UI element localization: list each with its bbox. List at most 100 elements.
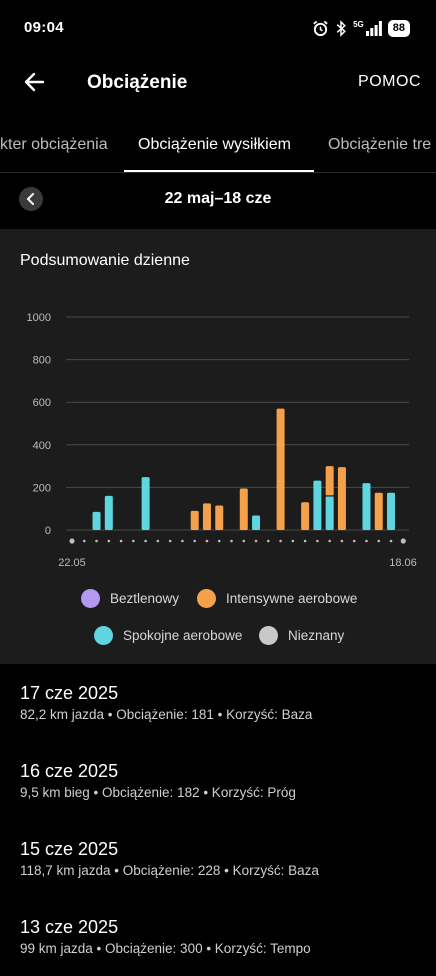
status-time: 09:04 [24, 19, 64, 36]
legend-anaerobic[interactable]: Beztlenowy [81, 589, 179, 608]
bar-high-aerobic [325, 466, 334, 496]
day-marker [168, 539, 172, 543]
arrow-left-icon [24, 72, 45, 92]
day-marker [107, 539, 111, 543]
day-marker [119, 539, 123, 543]
page-title: Obciążenie [87, 72, 188, 93]
tab-bar: kter obciążenia Obciążenie wysiłkiem Obc… [0, 120, 436, 173]
day-marker [267, 539, 270, 543]
legend-unknown-label: Nieznany [288, 628, 345, 643]
day-marker [132, 539, 135, 543]
bar-low-aerobic [92, 511, 101, 530]
y-tick-label: 400 [33, 440, 51, 452]
legend-low-aerobic-dot [94, 626, 113, 645]
legend-unknown[interactable]: Nieznany [259, 626, 344, 645]
day-marker [156, 539, 160, 543]
day-marker [291, 539, 295, 543]
app-bar: Obciążenie POMOC [0, 56, 436, 112]
bar-low-aerobic [387, 492, 396, 530]
legend-low-aerobic-label: Spokojne aerobowe [123, 628, 243, 643]
day-marker [95, 539, 98, 543]
y-tick-label: 600 [33, 397, 51, 409]
day-marker [316, 539, 319, 543]
activity-date: 17 cze 2025 [20, 683, 119, 703]
bar-high-aerobic [276, 408, 285, 530]
bar-high-aerobic [301, 502, 310, 530]
activity-details: 99 km jazda • Obciążenie: 300 • Korzyść:… [20, 941, 311, 956]
day-marker [303, 539, 307, 543]
activity-details: 82,2 km jazda • Obciążenie: 181 • Korzyś… [20, 707, 313, 722]
day-marker [377, 539, 381, 543]
network-type: 5G [353, 19, 364, 29]
legend-anaerobic-dot [81, 589, 100, 608]
axis-endpoint-marker [400, 538, 406, 544]
bar-low-aerobic [325, 495, 334, 530]
bar-low-aerobic [252, 515, 261, 530]
activity-date: 15 cze 2025 [20, 839, 119, 859]
bluetooth-icon [336, 19, 346, 37]
activity-date: 13 cze 2025 [20, 917, 119, 937]
status-icons: 5G 88 [312, 17, 410, 39]
activity-list: 17 cze 2025 82,2 km jazda • Obciążenie: … [0, 664, 436, 976]
previous-period-button[interactable] [19, 187, 43, 211]
y-tick-label: 1000 [27, 312, 51, 324]
back-button[interactable] [14, 62, 54, 102]
battery-icon: 88 [387, 19, 410, 37]
day-marker [340, 539, 344, 543]
bar-high-aerobic [337, 467, 346, 530]
bar-low-aerobic [362, 483, 371, 530]
help-button[interactable]: POMOC [358, 73, 421, 90]
day-marker [328, 539, 331, 543]
axis-endpoint-marker [69, 538, 75, 544]
legend-high-aerobic-dot [197, 589, 216, 608]
list-item[interactable]: 15 cze 2025 118,7 km jazda • Obciążenie:… [0, 820, 436, 898]
day-marker [279, 539, 282, 543]
list-item[interactable]: 17 cze 2025 82,2 km jazda • Obciążenie: … [0, 664, 436, 742]
day-marker [352, 539, 356, 543]
day-marker [217, 539, 221, 543]
date-range: 22 maj–18 cze [164, 190, 272, 207]
bar-high-aerobic [374, 492, 383, 530]
tab-load-focus[interactable]: kter obciążenia [0, 136, 108, 153]
day-marker [193, 539, 196, 543]
list-item[interactable]: 13 cze 2025 99 km jazda • Obciążenie: 30… [0, 898, 436, 976]
bar-low-aerobic [104, 495, 113, 530]
chevron-left-icon [26, 193, 34, 205]
day-marker [242, 539, 246, 543]
bar-high-aerobic [202, 503, 211, 530]
day-marker [230, 539, 233, 543]
y-tick-label: 200 [33, 482, 51, 494]
signal-icon [365, 20, 382, 36]
x-start-label: 22.05 [58, 557, 86, 569]
activity-details: 118,7 km jazda • Obciążenie: 228 • Korzy… [20, 863, 319, 878]
card-title: Podsumowanie dzienne [20, 252, 190, 269]
list-item[interactable]: 16 cze 2025 9,5 km bieg • Obciążenie: 18… [0, 742, 436, 820]
day-marker [82, 539, 86, 543]
bar-high-aerobic [215, 505, 224, 530]
y-tick-label: 0 [45, 525, 51, 537]
activity-date: 16 cze 2025 [20, 761, 119, 781]
day-marker [205, 539, 209, 543]
bar-high-aerobic [239, 488, 248, 530]
tab-training-load[interactable]: Obciążenie tre [328, 136, 432, 153]
legend-anaerobic-label: Beztlenowy [110, 591, 180, 606]
date-navigator: 22 maj–18 cze [0, 172, 436, 228]
active-tab-indicator [124, 170, 314, 172]
day-marker [389, 539, 393, 543]
alarm-icon [313, 20, 328, 36]
bar-low-aerobic [141, 477, 150, 530]
x-end-label: 18.06 [389, 557, 417, 569]
daily-summary-card: Podsumowanie dzienne 0 200 400 600 800 1000 22… [0, 229, 436, 664]
status-bar: 09:04 5G 88 [0, 0, 436, 56]
day-marker [144, 539, 147, 543]
day-marker [365, 539, 368, 543]
daily-load-chart[interactable]: 0 200 400 600 800 1000 22.05 18.06 [0, 229, 436, 589]
bar-low-aerobic [313, 480, 322, 530]
tab-exercise-load[interactable]: Obciążenie wysiłkiem [138, 136, 291, 153]
legend-high-aerobic[interactable]: Intensywne aerobowe [197, 589, 357, 608]
bar-high-aerobic [190, 510, 199, 530]
legend-high-aerobic-label: Intensywne aerobowe [226, 591, 358, 606]
day-marker [181, 539, 184, 543]
activity-details: 9,5 km bieg • Obciążenie: 182 • Korzyść:… [20, 785, 296, 800]
legend-low-aerobic[interactable]: Spokojne aerobowe [94, 626, 242, 645]
